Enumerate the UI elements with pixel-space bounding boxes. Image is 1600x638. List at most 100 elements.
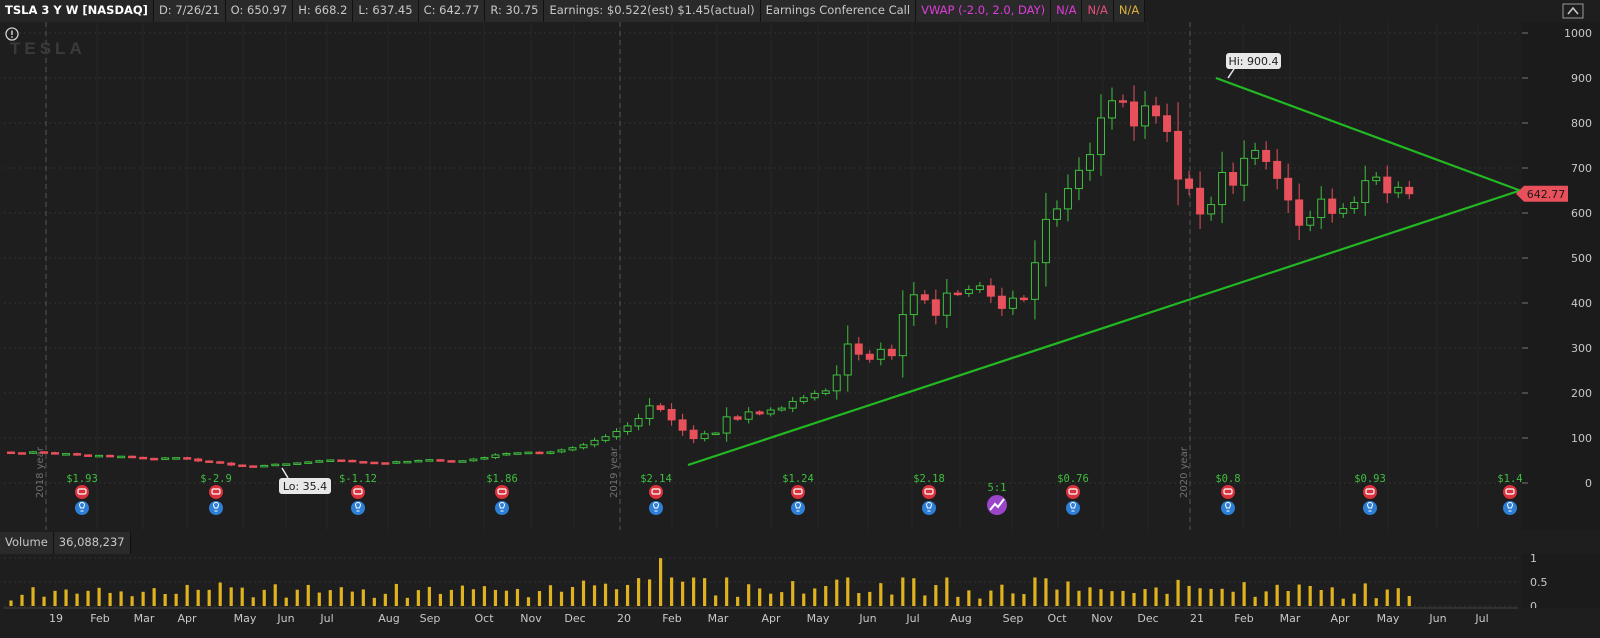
earnings-event[interactable]: $-1.12 xyxy=(339,473,377,515)
price-tick-label: 200 xyxy=(1571,387,1592,400)
volume-bar xyxy=(1253,596,1257,606)
volume-title[interactable]: Volume xyxy=(0,532,54,554)
candle xyxy=(557,448,566,454)
candle xyxy=(381,462,390,465)
bulb-glyph xyxy=(652,502,660,509)
support-trendline[interactable] xyxy=(687,189,1521,467)
volume-bar xyxy=(1099,589,1103,606)
volume-tick-label: 0.5 xyxy=(1530,576,1548,589)
volume-header: Volume 36,088,237 xyxy=(0,532,131,554)
earnings-event[interactable]: $1.24 xyxy=(782,473,814,515)
conference-call-icon[interactable] xyxy=(1221,485,1235,499)
conference-call-icon[interactable] xyxy=(75,485,89,499)
conference-call-icon[interactable] xyxy=(649,485,663,499)
conference-call-icon[interactable] xyxy=(1363,485,1377,499)
resistance-trendline[interactable] xyxy=(1215,76,1521,192)
candle xyxy=(62,453,71,456)
earnings-event[interactable]: $-2.9 xyxy=(200,473,232,515)
bulb-glyph xyxy=(1366,502,1374,509)
candle-body-down xyxy=(337,459,346,462)
candle-body-up xyxy=(711,432,720,436)
candle xyxy=(1218,151,1227,224)
earnings-events[interactable]: $1.93 $-2.9 $-1.12 $1.86 $2.14 $1.24 $2.18 $0.7… xyxy=(66,473,1523,515)
candle xyxy=(1317,186,1326,230)
time-tick-label: May xyxy=(234,612,257,625)
candle xyxy=(271,463,280,467)
earnings-event[interactable]: $0.76 xyxy=(1057,473,1089,515)
candle xyxy=(128,455,137,459)
candle xyxy=(788,396,797,413)
candle xyxy=(1262,141,1271,170)
date-label: D: 7/26/21 xyxy=(153,0,226,22)
candle xyxy=(227,461,236,467)
volume-bar xyxy=(229,587,233,606)
candle xyxy=(1030,240,1039,320)
high-annotation: Hi: 900.4 xyxy=(1226,53,1281,69)
price-axis-bg xyxy=(1522,22,1600,530)
candle xyxy=(1251,142,1260,165)
volume-bar xyxy=(670,577,674,606)
conference-call-icon[interactable] xyxy=(351,485,365,499)
phone-glyph xyxy=(924,488,934,495)
earnings-event[interactable]: $1.93 xyxy=(66,473,98,515)
candle xyxy=(1405,180,1414,200)
candle xyxy=(832,365,841,400)
volume-bars xyxy=(9,558,1411,606)
candle-body-up xyxy=(403,460,412,464)
candle-body-up xyxy=(1350,202,1359,210)
candle-body-down xyxy=(1019,297,1028,301)
volume-bar xyxy=(857,593,861,606)
candle-body-up xyxy=(700,433,709,440)
vwap-study-label[interactable]: VWAP (-2.0, 2.0, DAY) xyxy=(916,0,1052,22)
candle-body-up xyxy=(832,374,841,392)
earnings-event[interactable]: $2.18 xyxy=(913,473,945,515)
conference-call-icon[interactable] xyxy=(922,485,936,499)
earnings-event[interactable]: $2.14 xyxy=(640,473,672,515)
volume-bar xyxy=(1022,594,1026,606)
split-event[interactable]: 5:1 xyxy=(987,482,1007,515)
time-tick-label: Sep xyxy=(1003,612,1024,625)
candle xyxy=(942,278,951,328)
volume-bar xyxy=(923,595,927,606)
candle xyxy=(1019,295,1028,302)
volume-bar xyxy=(504,590,509,606)
volume-chart[interactable]: 10.50 19 Feb Mar Apr May Jun Jul Aug Sep Oct Nov De… xyxy=(0,554,1600,638)
candle xyxy=(623,422,632,435)
trendlines[interactable] xyxy=(687,76,1521,467)
candle xyxy=(920,290,929,304)
candle-body-up xyxy=(601,436,610,441)
time-tick-label: Nov xyxy=(1091,612,1113,625)
candle-body-up xyxy=(271,463,280,467)
candle-body-down xyxy=(84,454,93,457)
expand-icon[interactable] xyxy=(1562,3,1584,19)
conference-call-icon[interactable] xyxy=(1066,485,1080,499)
earnings-event[interactable]: $1.86 xyxy=(486,473,518,515)
symbol-label[interactable]: TSLA 3 Y W [NASDAQ] xyxy=(0,0,154,22)
earnings-event[interactable]: $0.8 xyxy=(1215,473,1241,515)
price-axis[interactable]: 0 100 200 300 400 500 600 700 800 900 1000 642.77 xyxy=(1516,22,1600,530)
earnings-value: $2.14 xyxy=(640,473,672,485)
conference-call-icon[interactable] xyxy=(495,485,509,499)
time-tick-label: Oct xyxy=(1047,612,1067,625)
candle xyxy=(821,388,830,396)
price-tick-label: 0 xyxy=(1585,477,1592,490)
volume-bar xyxy=(295,589,299,606)
earnings-event[interactable]: $1.4 xyxy=(1497,473,1523,515)
candle xyxy=(579,442,588,450)
volume-bar xyxy=(1374,598,1378,606)
candle xyxy=(766,407,775,417)
candle xyxy=(678,413,687,436)
earnings-event[interactable]: $0.93 xyxy=(1354,473,1386,515)
conference-call-icon[interactable] xyxy=(791,485,805,499)
time-tick-label: Jul xyxy=(905,612,919,625)
conference-call-icon[interactable] xyxy=(209,485,223,499)
volume-bar xyxy=(207,589,211,606)
candle xyxy=(469,457,478,462)
close-label: C: 642.77 xyxy=(418,0,486,22)
conference-call-icon[interactable] xyxy=(1503,485,1517,499)
candle-body-up xyxy=(524,451,533,455)
volume-bar xyxy=(86,590,90,606)
candle-body-down xyxy=(216,461,225,464)
price-chart[interactable]: 2018 year 2019 year 2020 year TESLA 0 100 20… xyxy=(0,22,1600,530)
candle-body-down xyxy=(1174,130,1183,180)
